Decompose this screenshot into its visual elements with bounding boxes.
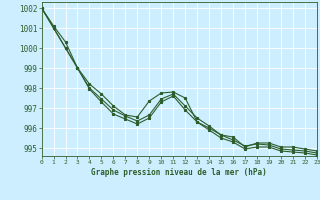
X-axis label: Graphe pression niveau de la mer (hPa): Graphe pression niveau de la mer (hPa) (91, 168, 267, 177)
